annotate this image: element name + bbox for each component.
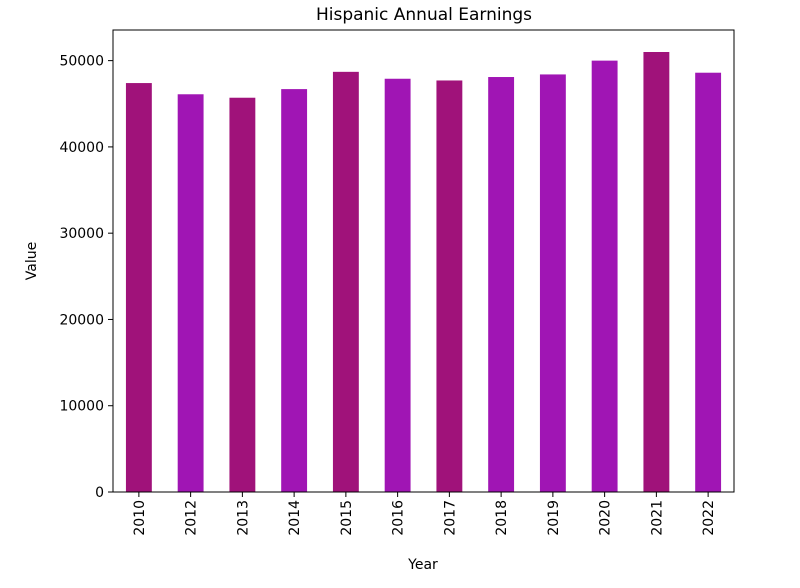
bar-2012 <box>177 94 204 493</box>
plot-frame <box>112 29 735 493</box>
x-tick-label: 2022 <box>701 500 717 536</box>
x-tick-label: 2013 <box>235 500 251 536</box>
x-axis: 2010 2012 2013 2014 2015 2016 2017 2018 2019 2020… <box>132 492 717 536</box>
bar-2014 <box>281 89 308 492</box>
bar-2020 <box>591 60 618 492</box>
x-tick-label: 2017 <box>442 500 458 536</box>
y-tick-label: 10000 <box>59 399 104 415</box>
bars-group <box>125 52 722 493</box>
bar-2021 <box>643 52 670 492</box>
x-tick-label: 2010 <box>132 500 148 536</box>
x-tick-label: 2018 <box>494 500 510 536</box>
y-tick-label: 20000 <box>59 312 104 328</box>
bar-2018 <box>488 77 515 493</box>
x-tick-label: 2014 <box>287 500 303 536</box>
y-tick-label: 30000 <box>59 226 104 242</box>
x-tick-label: 2012 <box>184 500 200 536</box>
bar-2013 <box>229 97 256 492</box>
x-tick-label: 2015 <box>339 500 355 536</box>
chart-title: Hispanic Annual Earnings <box>316 5 532 25</box>
bar-2022 <box>695 72 722 493</box>
bar-2019 <box>539 74 566 493</box>
y-tick-label: 0 <box>95 485 104 501</box>
x-tick-label: 2021 <box>649 500 665 536</box>
x-tick-label: 2019 <box>546 500 562 536</box>
bar-2015 <box>332 71 359 492</box>
y-axis: 0 10000 20000 30000 40000 50000 <box>59 54 113 501</box>
bar-2017 <box>436 80 463 492</box>
x-tick-label: 2020 <box>598 500 614 536</box>
bar-2016 <box>384 78 411 492</box>
y-tick-label: 40000 <box>59 140 104 156</box>
bar-2010 <box>125 83 152 492</box>
x-tick-label: 2016 <box>391 500 407 536</box>
y-axis-label: Value <box>24 242 40 280</box>
y-tick-label: 50000 <box>59 54 104 70</box>
x-axis-label: Year <box>407 557 438 573</box>
